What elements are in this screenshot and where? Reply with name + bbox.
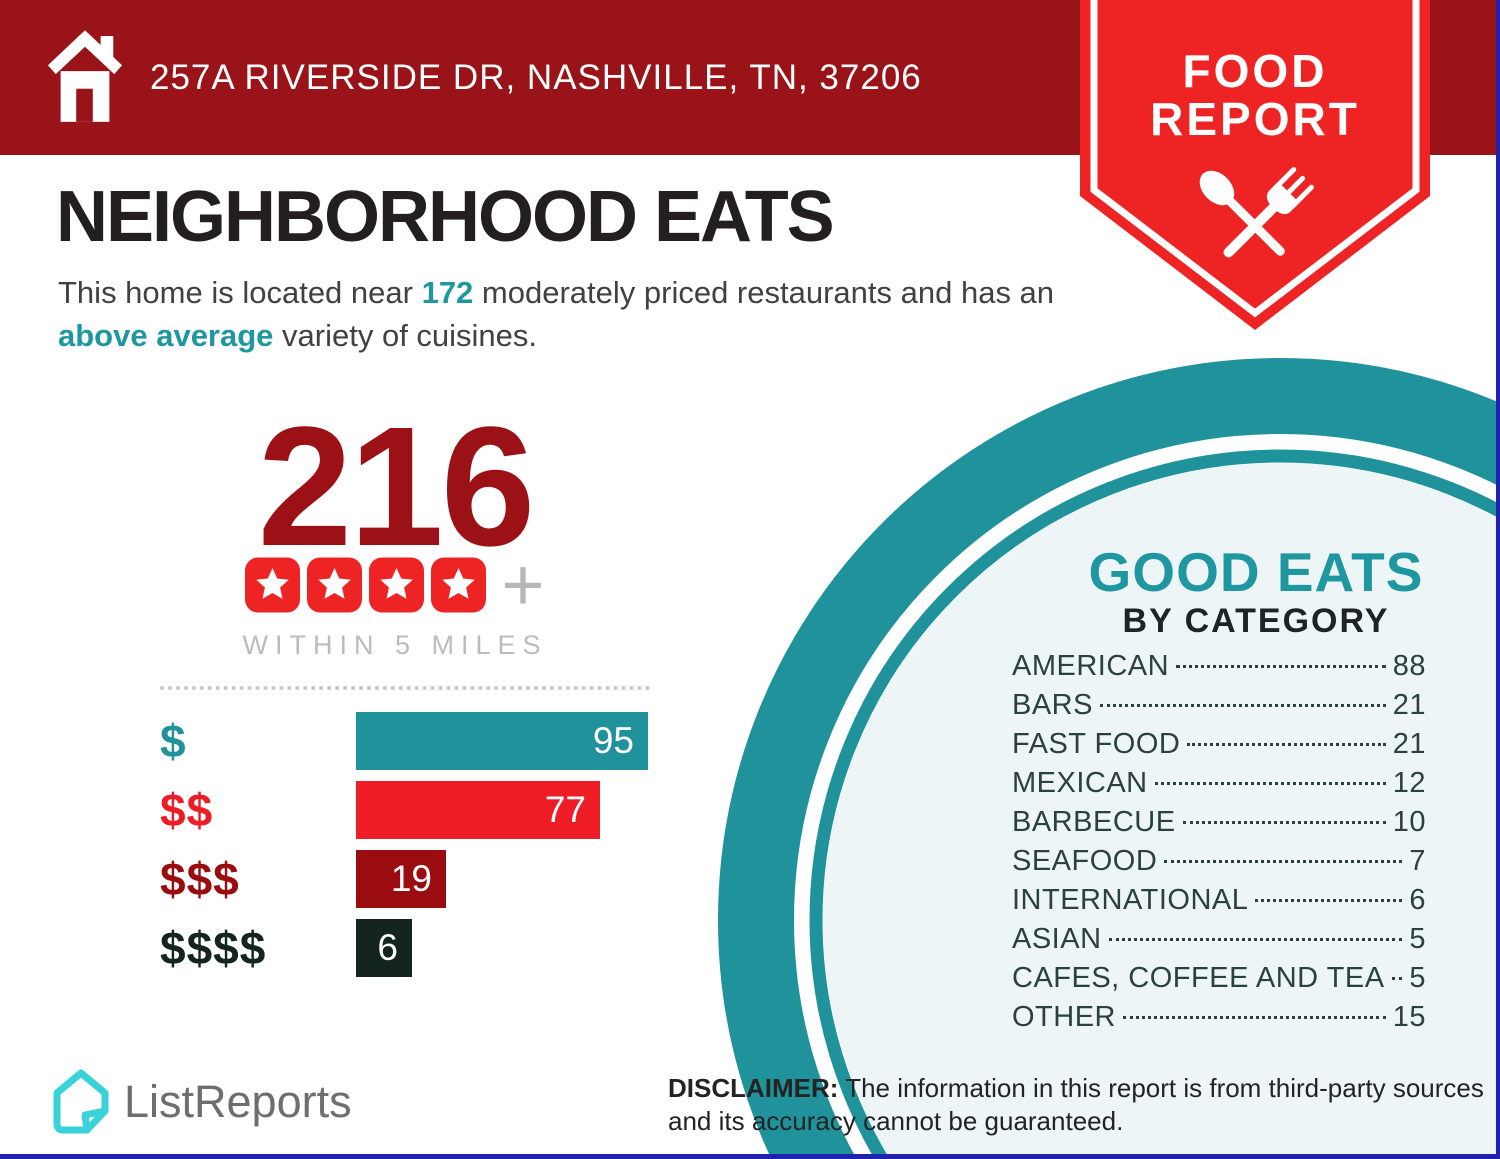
- category-row: BARBECUE 10: [1012, 806, 1426, 845]
- page-title: NEIGHBORHOOD EATS: [56, 177, 835, 257]
- disclaimer-text: The information in this report is from t…: [668, 1073, 1484, 1137]
- price-bar: 95: [356, 712, 648, 770]
- price-bar-row: $$$ 19: [160, 850, 680, 908]
- category-count: 21: [1392, 689, 1426, 721]
- circle-thick-band: [718, 358, 1500, 1159]
- category-label: MEXICAN: [1012, 767, 1148, 799]
- home-icon: [47, 30, 123, 122]
- star-icon: [307, 557, 363, 613]
- image-border-right: [1496, 0, 1500, 1159]
- category-row: FAST FOOD 21: [1012, 728, 1426, 767]
- category-label: ASIAN: [1012, 923, 1102, 955]
- intro-text-3: variety of cuisines.: [273, 317, 538, 353]
- restaurant-count-highlight: 172: [421, 275, 474, 310]
- dotted-leader: [1255, 899, 1403, 902]
- price-bar: 77: [356, 781, 600, 839]
- price-tier-label: $: [160, 715, 187, 767]
- category-row: BARS 21: [1012, 689, 1426, 728]
- star-icon: [431, 557, 487, 613]
- category-label: OTHER: [1012, 1001, 1116, 1033]
- price-tier-label: $$: [160, 784, 214, 836]
- category-row: INTERNATIONAL 6: [1012, 884, 1426, 923]
- intro-text-1: This home is located near: [58, 275, 422, 310]
- star-icon: [245, 557, 301, 613]
- circle-thin-ring: [809, 449, 1500, 1159]
- dotted-leader: [1182, 821, 1386, 824]
- listreports-house-icon: [53, 1069, 109, 1134]
- category-row: OTHER 15: [1012, 1001, 1426, 1040]
- price-bar: 19: [356, 850, 446, 908]
- variety-highlight: above average: [58, 317, 274, 353]
- food-report-ribbon: [1080, 0, 1430, 330]
- category-count: 7: [1409, 845, 1426, 877]
- dotted-leader: [1164, 860, 1403, 863]
- brand-name: ListReports: [124, 1076, 352, 1127]
- category-label: AMERICAN: [1012, 650, 1170, 682]
- price-bar-row: $$ 77: [160, 781, 680, 839]
- dotted-leader: [1108, 938, 1403, 941]
- category-label: SEAFOOD: [1012, 845, 1158, 877]
- property-address: 257A RIVERSIDE DR, NASHVILLE, TN, 37206: [150, 57, 922, 97]
- category-label: BARS: [1012, 689, 1093, 721]
- ribbon-line2: REPORT: [1150, 93, 1360, 145]
- dotted-leader: [1391, 977, 1403, 980]
- category-count: 5: [1409, 962, 1426, 994]
- category-count: 6: [1409, 884, 1426, 916]
- category-row: MEXICAN 12: [1012, 767, 1426, 806]
- category-label: CAFES, COFFEE AND TEA: [1012, 962, 1385, 994]
- category-count: 10: [1392, 806, 1426, 838]
- price-bar-row: $95: [160, 712, 680, 770]
- category-row: CAFES, COFFEE AND TEA 5: [1012, 962, 1426, 1001]
- radius-label: WITHIN 5 MILES: [242, 630, 548, 660]
- disclaimer-label: DISCLAIMER:: [668, 1073, 839, 1103]
- price-bar-value: 6: [377, 927, 398, 968]
- dotted-leader: [1123, 1016, 1386, 1019]
- dotted-leader: [1176, 665, 1386, 668]
- image-border-bottom: [0, 1154, 1500, 1159]
- dotted-divider: [160, 686, 650, 690]
- price-tier-bar-chart: $95 $$ 77 $$$ 19 $$$$ 6: [160, 712, 680, 988]
- listreports-logo: ListReports: [52, 1068, 352, 1136]
- price-bar-value: 77: [544, 789, 586, 830]
- star-rating: +: [170, 543, 620, 626]
- category-row: SEAFOOD 7: [1012, 845, 1426, 884]
- star-icon: [369, 557, 425, 613]
- disclaimer: DISCLAIMER: The information in this repo…: [668, 1072, 1488, 1139]
- price-bar-value: 19: [390, 858, 432, 899]
- price-tier-label: $$$: [160, 853, 240, 905]
- price-tier-label: $$$$: [160, 922, 267, 974]
- category-label: FAST FOOD: [1012, 728, 1181, 760]
- intro-sentence: This home is located near 172 moderately…: [58, 272, 1058, 358]
- circle-inner-fill: [823, 463, 1500, 1159]
- category-count: 15: [1392, 1001, 1426, 1033]
- intro-text-2: moderately priced restaurants and has an: [473, 275, 1055, 310]
- spoon-fork-icon: [1199, 167, 1314, 258]
- category-count: 5: [1409, 923, 1426, 955]
- dotted-leader: [1187, 743, 1386, 746]
- category-list: AMERICAN 88 BARS 21 FAST FOOD 21 MEXICAN 12 BARB…: [1012, 650, 1426, 1040]
- category-row: AMERICAN 88: [1012, 650, 1426, 689]
- good-eats-circle-graphic: [718, 358, 1500, 1159]
- price-bar-row: $$$$ 6: [160, 919, 680, 977]
- category-row: ASIAN 5: [1012, 923, 1426, 962]
- price-bar-value: 95: [592, 720, 634, 761]
- plus-sign: +: [501, 543, 545, 626]
- category-label: BARBECUE: [1012, 806, 1176, 838]
- category-count: 12: [1392, 767, 1426, 799]
- category-label: INTERNATIONAL: [1012, 884, 1249, 916]
- good-eats-title: GOOD EATS: [1088, 541, 1424, 603]
- category-count: 88: [1392, 650, 1426, 682]
- good-eats-subtitle: BY CATEGORY: [1122, 602, 1390, 640]
- price-bar: 6: [356, 919, 412, 977]
- restaurant-total-count: 216: [257, 392, 536, 582]
- ribbon-line1: FOOD: [1182, 45, 1328, 97]
- dotted-leader: [1099, 704, 1386, 707]
- dotted-leader: [1154, 782, 1386, 785]
- home-icon-door: [76, 88, 93, 122]
- category-count: 21: [1392, 728, 1426, 760]
